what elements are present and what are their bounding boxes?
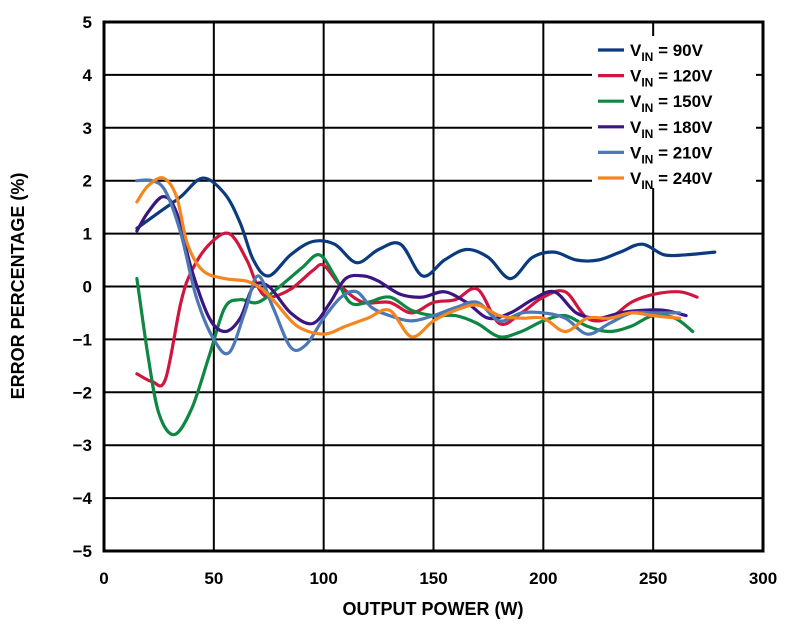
legend-label: VIN = 90V: [630, 41, 704, 64]
series-line-1: [135, 176, 717, 281]
y-tick-labels: −5 −4 −3 −2 −1 0 1 2 3 4 5: [73, 13, 93, 561]
y-tick-label: −5: [73, 542, 92, 561]
legend-label: VIN = 120V: [630, 67, 713, 90]
series-line-6: [135, 176, 682, 339]
y-tick-label: 0: [83, 278, 92, 297]
x-axis-title: OUTPUT POWER (W): [343, 599, 524, 619]
series-line-4: [135, 195, 688, 334]
y-axis-title: ERROR PERCENTAGE (%): [8, 173, 28, 400]
x-tick-label: 100: [309, 569, 337, 588]
y-tick-label: 3: [83, 119, 92, 138]
y-tick-label: 2: [83, 172, 92, 191]
y-tick-label: 4: [83, 66, 93, 85]
x-tick-labels: 0 50 100 150 200 250 300: [99, 569, 777, 588]
y-tick-label: −3: [73, 436, 92, 455]
y-tick-label: −1: [73, 330, 92, 349]
legend-label: VIN = 210V: [630, 143, 713, 166]
series-line-5: [135, 178, 682, 356]
series-lines: [135, 176, 717, 437]
x-tick-label: 300: [749, 569, 777, 588]
series-line-3: [135, 253, 695, 437]
x-tick-label: 250: [639, 569, 667, 588]
x-tick-label: 50: [204, 569, 223, 588]
y-tick-label: 1: [83, 225, 92, 244]
y-tick-label: −2: [73, 383, 92, 402]
legend-label: VIN = 240V: [630, 169, 713, 192]
y-tick-label: −4: [73, 489, 93, 508]
x-tick-label: 150: [419, 569, 447, 588]
plot-frame: [102, 20, 765, 553]
legend-label: VIN = 150V: [630, 92, 713, 115]
legend-label: VIN = 180V: [630, 118, 713, 141]
x-tick-label: 200: [529, 569, 557, 588]
x-tick-label: 0: [99, 569, 108, 588]
y-tick-label: 5: [83, 13, 92, 32]
legend-box: [592, 36, 756, 188]
